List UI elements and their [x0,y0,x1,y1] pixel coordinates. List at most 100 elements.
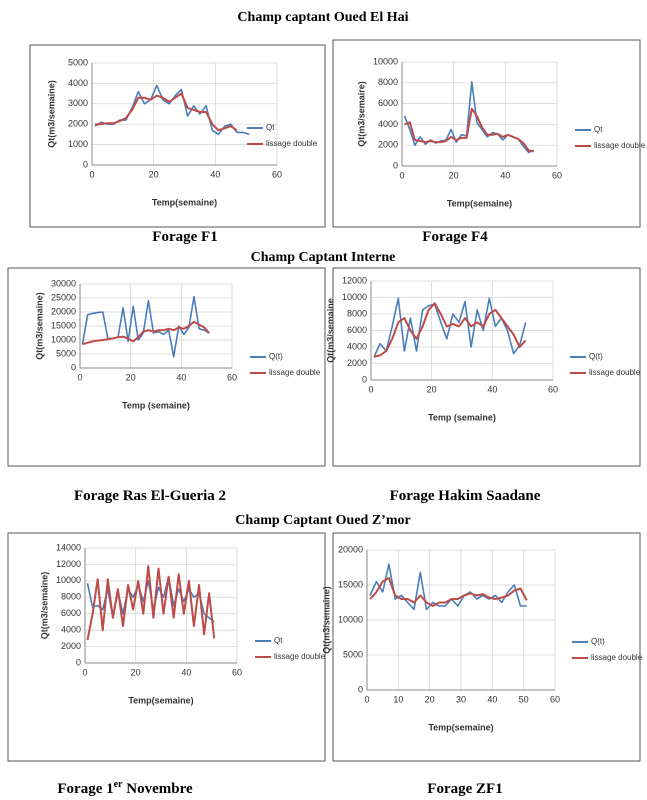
x-axis-title: Temp(semaine) [447,198,512,208]
y-tick-label: 10000 [51,334,76,344]
y-tick-label: 0 [83,159,88,169]
caption-part: Forage ZF1 [427,781,502,797]
x-tick-label: 40 [487,694,497,704]
legend-label: lissage double [266,139,318,148]
y-tick-label: 30000 [51,278,76,288]
x-tick-label: 20 [126,372,136,382]
x-tick-label: 60 [550,694,560,704]
y-tick-label: 4000 [68,78,88,88]
y-axis-title: Qt(m3/semaire) [356,81,366,147]
legend-label: lissage double [594,141,646,150]
y-tick-label: 4000 [61,625,81,635]
series-line [82,320,210,346]
y-tick-label: 2000 [68,119,88,129]
y-tick-label: 8000 [347,308,367,318]
chart-frame [332,267,641,467]
chart-caption: Forage Ras El-Gueria 2 [74,488,226,504]
legend-label: Q(t) [269,352,283,361]
x-axis-title: Temp (semaine) [428,412,496,422]
x-tick-label: 0 [399,170,404,180]
legend-label: Qt [274,636,283,645]
y-tick-label: 8000 [378,77,398,87]
y-tick-label: 6000 [347,325,367,335]
y-tick-label: 15000 [338,579,363,589]
x-tick-label: 0 [364,694,369,704]
caption-part: Forage 1 [57,781,113,797]
chart-caption: Forage Hakim Saadane [390,488,541,504]
y-tick-label: 4000 [378,119,398,129]
y-tick-label: 12000 [56,559,81,569]
x-tick-label: 0 [77,372,82,382]
y-tick-label: 10000 [338,614,363,624]
x-tick-label: 40 [500,170,510,180]
legend-label: Q(t) [589,352,603,361]
y-tick-label: 5000 [343,649,363,659]
y-axis-title: Qt(m3/semaine [325,298,335,363]
chart-frame [7,532,326,762]
x-tick-label: 40 [176,372,186,382]
y-tick-label: 4000 [347,341,367,351]
series-line [373,297,527,358]
chart-caption: Forage ZF1 [427,781,502,797]
caption-part: Forage Ras El-Gueria 2 [74,488,226,504]
x-tick-label: 40 [210,169,220,179]
caption-part: Forage F1 [152,229,217,245]
y-axis-title: Qt(m3/semaine) [321,586,331,654]
caption-part: Forage Hakim Saadane [390,488,541,504]
page-title: Champ captant Oued El Hai [237,10,408,25]
y-tick-label: 15000 [51,320,76,330]
y-tick-label: 10000 [342,292,367,302]
y-tick-label: 0 [71,362,76,372]
x-tick-label: 20 [149,169,159,179]
series-line [86,565,216,641]
legend-label: lissage double [274,652,326,661]
chart-caption: Forage 1er Novembre [57,779,193,797]
legend-label: Qt [594,125,603,134]
legend-label: Q(t) [591,637,605,646]
series-line [373,302,527,358]
x-axis-title: Temp(semaine) [128,695,193,705]
caption-part: er [114,779,123,790]
y-tick-label: 0 [76,657,81,667]
x-tick-label: 10 [393,694,403,704]
y-axis-title: Qt(m3/semaine) [39,572,49,640]
y-tick-label: 0 [358,684,363,694]
x-tick-label: 20 [449,170,459,180]
x-tick-label: 20 [425,694,435,704]
y-tick-label: 5000 [56,348,76,358]
x-tick-label: 50 [519,694,529,704]
x-tick-label: 0 [368,384,373,394]
y-tick-label: 8000 [61,592,81,602]
legend-label: lissage double [591,653,643,662]
chart-frame [29,44,326,228]
legend-label: lissage double [589,368,641,377]
y-tick-label: 25000 [51,292,76,302]
x-tick-label: 30 [456,694,466,704]
series-line [404,107,534,153]
y-tick-label: 14000 [56,542,81,552]
y-axis-title: Qt(m3/semaine) [34,292,44,360]
y-tick-label: 3000 [68,98,88,108]
x-axis-title: Temp(semaine) [152,197,217,207]
y-tick-label: 2000 [61,641,81,651]
x-tick-label: 20 [427,384,437,394]
y-tick-label: 5000 [68,57,88,67]
series-line [81,295,210,358]
y-tick-label: 20000 [338,544,363,554]
y-tick-label: 2000 [378,140,398,150]
x-tick-label: 60 [272,169,282,179]
x-axis-title: Temp(semaine) [428,722,493,732]
y-tick-label: 10000 [56,575,81,585]
chart-frame [332,532,641,762]
section-title: Champ Captant Interne [251,250,396,265]
chart-caption: Forage F4 [422,229,488,245]
series-line [369,563,527,611]
y-tick-label: 10000 [373,56,398,66]
y-tick-label: 20000 [51,306,76,316]
y-axis-title: Qt(m3/semaine) [46,80,56,148]
series-line [369,577,528,607]
legend-label: lissage double [269,368,321,377]
y-tick-label: 2000 [347,358,367,368]
x-tick-label: 0 [89,169,94,179]
